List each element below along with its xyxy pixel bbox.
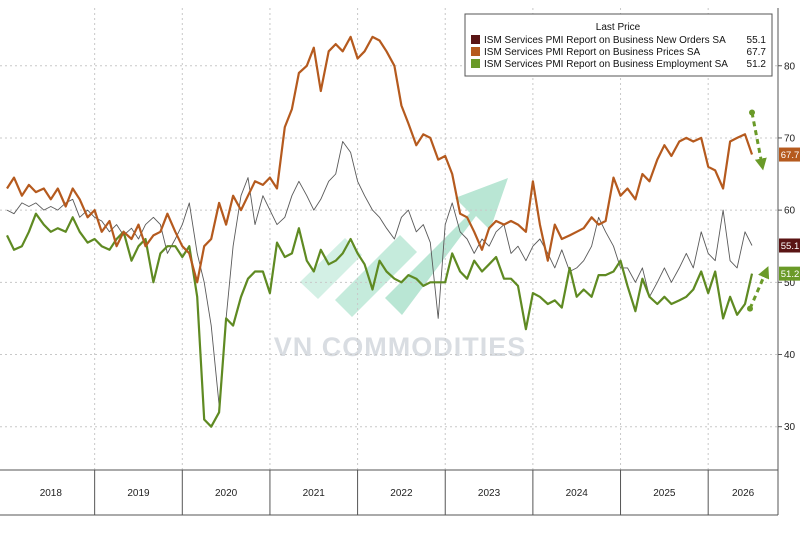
legend-value: 51.2 (747, 59, 767, 70)
end-label-value: 67.7 (781, 150, 800, 161)
legend-swatch (471, 47, 480, 56)
series-lines (6, 35, 754, 428)
end-label-0: 55.1 (779, 238, 800, 253)
y-tick-label: 40 (784, 350, 796, 361)
arrow-up-icon (748, 266, 770, 310)
end-label-2: 51.2 (779, 266, 800, 281)
legend-label: ISM Services PMI Report on Business Pric… (484, 47, 701, 58)
watermark-text: VN COMMODITIES (274, 332, 527, 362)
arrow-start-dot (747, 305, 753, 312)
legend-header: Last Price (596, 22, 641, 33)
y-tick-label: 30 (784, 422, 796, 433)
legend-box (464, 13, 773, 77)
series-line-2 (6, 212, 754, 428)
end-label-value: 55.1 (781, 241, 800, 252)
end-labels: 55.1 67.7 51.2 (779, 147, 800, 281)
y-tick-label: 70 (784, 133, 796, 144)
x-tick-label: 2023 (478, 488, 501, 499)
arrow-start-dot (749, 109, 755, 116)
legend: Last Price ISM Services PMI Report on Bu… (464, 13, 773, 77)
x-tick-label: 2022 (390, 488, 413, 499)
legend-label: ISM Services PMI Report on Business Empl… (484, 59, 728, 70)
end-label-value: 51.2 (781, 269, 800, 280)
legend-entry-0: ISM Services PMI Report on Business New … (471, 35, 766, 46)
series-line-0 (6, 141, 753, 406)
axes: 30 40 50 60 70 80 2018 2019 2020 2021 2022 2023 2024… (0, 8, 796, 516)
x-tick-label: 2019 (127, 488, 150, 499)
series-line-1 (6, 35, 754, 284)
x-tick-label: 2021 (303, 488, 326, 499)
y-tick-label: 60 (784, 206, 796, 217)
end-label-1: 67.7 (779, 147, 800, 162)
x-tick-label: 2020 (215, 488, 238, 499)
grid (0, 8, 778, 470)
legend-swatch (471, 35, 480, 44)
x-tick-label: 2025 (653, 488, 676, 499)
legend-swatch (471, 59, 480, 68)
trend-arrows (747, 109, 770, 312)
legend-value: 55.1 (747, 35, 767, 46)
legend-entry-1: ISM Services PMI Report on Business Pric… (471, 47, 766, 58)
legend-entry-2: ISM Services PMI Report on Business Empl… (471, 59, 766, 70)
y-tick-label: 80 (784, 61, 796, 72)
end-label-box (779, 238, 800, 253)
end-label-box (779, 147, 800, 162)
legend-label: ISM Services PMI Report on Business New … (484, 35, 726, 46)
y-tick-label: 50 (784, 278, 796, 289)
x-tick-label: 2018 (40, 488, 63, 499)
x-tick-label: 2024 (566, 488, 589, 499)
x-tick-label: 2026 (732, 488, 755, 499)
legend-value: 67.7 (747, 47, 767, 58)
end-label-box (779, 266, 800, 281)
